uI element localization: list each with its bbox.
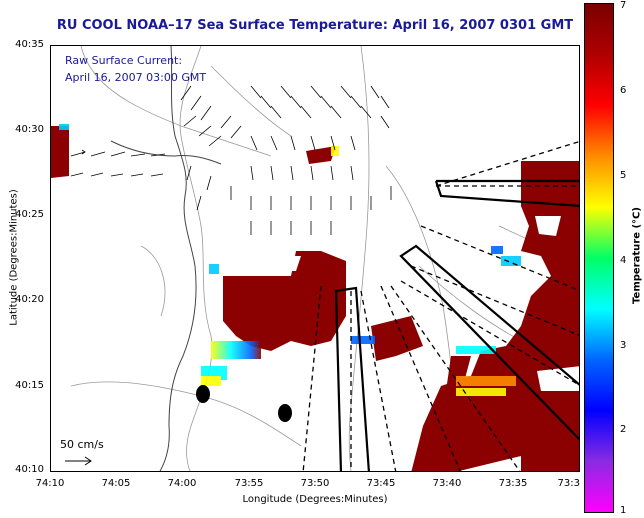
sst-warm-water bbox=[51, 126, 579, 471]
x-tick-label: 73:40 bbox=[432, 478, 462, 489]
inset-label-date: April 16, 2007 03:00 GMT bbox=[65, 71, 207, 84]
x-tick-label: 74:05 bbox=[101, 478, 131, 489]
colorbar-label: Temperature (°C) bbox=[631, 207, 643, 304]
y-tick-label: 40:25 bbox=[15, 209, 44, 220]
sampling-boxes bbox=[334, 179, 579, 471]
x-tick-label: 74:10 bbox=[35, 478, 65, 489]
y-tick-label: 40:10 bbox=[15, 464, 44, 475]
x-tick-label: 73:45 bbox=[366, 478, 396, 489]
y-tick-label: 40:35 bbox=[15, 39, 44, 50]
y-tick-label: 40:30 bbox=[15, 124, 44, 135]
x-tick-label: 73:55 bbox=[234, 478, 264, 489]
sst-cool-fringe bbox=[59, 124, 521, 396]
x-tick-label: 73:3 bbox=[557, 478, 580, 489]
land-outline bbox=[110, 46, 222, 471]
colorbar-tick: 2 bbox=[620, 424, 627, 435]
buoy-markers bbox=[196, 385, 292, 422]
y-axis-label: Latitude (Degrees:Minutes) bbox=[8, 189, 20, 326]
x-tick-label: 73:35 bbox=[498, 478, 528, 489]
x-tick-label: 74:00 bbox=[167, 478, 197, 489]
x-axis-label: Longitude (Degrees:Minutes) bbox=[242, 494, 388, 505]
y-tick-label: 40:15 bbox=[15, 380, 44, 391]
colorbar-tick: 5 bbox=[620, 170, 627, 181]
x-tick-label: 73:50 bbox=[300, 478, 330, 489]
map-plot-area[interactable]: Raw Surface Current: April 16, 2007 03:0… bbox=[50, 45, 580, 472]
colorbar-tick: 1 bbox=[620, 505, 627, 516]
arrow-right-icon bbox=[65, 456, 92, 466]
no-data-holes bbox=[279, 216, 579, 391]
inset-label-current: Raw Surface Current: bbox=[65, 54, 183, 67]
map-canvas bbox=[51, 46, 579, 471]
colorbar-tick: 4 bbox=[620, 255, 627, 266]
y-tick-label: 40:20 bbox=[15, 294, 44, 305]
colorbar bbox=[584, 3, 614, 513]
scale-label: 50 cm/s bbox=[60, 438, 104, 451]
map-title: RU COOL NOAA–17 Sea Surface Temperature:… bbox=[56, 18, 574, 33]
colorbar-tick: 7 bbox=[620, 0, 627, 11]
current-vectors bbox=[70, 85, 392, 235]
colorbar-tick: 6 bbox=[620, 85, 627, 96]
colorbar-tick: 3 bbox=[620, 340, 627, 351]
radial-lines bbox=[302, 140, 579, 471]
